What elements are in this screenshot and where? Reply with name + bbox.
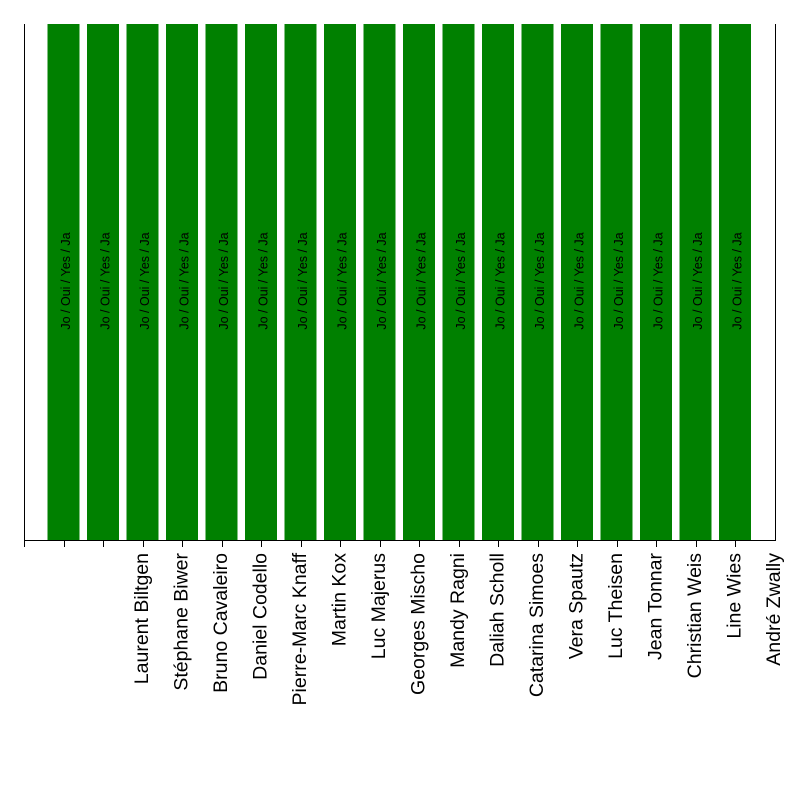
x-tick-label: Luc Majerus xyxy=(368,553,390,659)
bar xyxy=(205,24,238,540)
bar-data-label: Jo / Oui / Yes / Ja xyxy=(98,232,112,329)
bar xyxy=(482,24,514,540)
x-tick-label: Martin Kox xyxy=(329,553,351,646)
x-tick-label: Line Wies xyxy=(724,553,746,639)
bar-data-label: Jo / Oui / Yes / Ja xyxy=(572,232,586,329)
x-tick-labels: Laurent Biltgen Stéphane Biwer Bruno Caval… xyxy=(131,552,785,705)
bar xyxy=(87,24,119,540)
bar-data-label: Jo / Oui / Yes / Ja xyxy=(375,232,389,329)
x-tick-label: Pierre-Marc Knaff xyxy=(289,552,311,705)
bar-data-label: Jo / Oui / Yes / Ja xyxy=(691,232,705,329)
bar-data-label: Jo / Oui / Yes / Ja xyxy=(177,232,191,329)
bar-data-label: Jo / Oui / Yes / Ja xyxy=(256,232,270,329)
x-ticks xyxy=(24,540,736,547)
bar xyxy=(284,24,317,540)
bar xyxy=(47,24,80,540)
bar xyxy=(719,24,751,540)
x-tick-label: Luc Theisen xyxy=(605,553,627,659)
bar xyxy=(442,24,475,540)
bar-data-label: Jo / Oui / Yes / Ja xyxy=(612,232,626,329)
x-tick-label: Daliah Scholl xyxy=(487,553,509,667)
x-tick-label: Vera Spautz xyxy=(566,553,588,659)
x-tick-label: Catarina Simoes xyxy=(526,553,548,697)
bar-data-label: Jo / Oui / Yes / Ja xyxy=(217,232,231,329)
bar xyxy=(126,24,159,540)
bar-data-label: Jo / Oui / Yes / Ja xyxy=(651,232,665,329)
x-tick-label: Laurent Biltgen xyxy=(131,553,153,684)
bar-data-label: Jo / Oui / Yes / Ja xyxy=(59,232,73,329)
x-tick-label: Stéphane Biwer xyxy=(171,552,193,690)
x-tick-label: Bruno Cavaleiro xyxy=(210,553,232,693)
bar-data-labels: Jo / Oui / Yes / Ja Jo / Oui / Yes / Ja Jo… xyxy=(59,232,745,329)
x-tick-label: Daniel Codello xyxy=(250,553,272,680)
bar xyxy=(561,24,593,540)
x-tick-label: Jean Tonnar xyxy=(645,553,667,660)
bar xyxy=(521,24,554,540)
bar-data-label: Jo / Oui / Yes / Ja xyxy=(533,232,547,329)
bar-data-label: Jo / Oui / Yes / Ja xyxy=(296,232,310,329)
x-tick-label: Christian Weis xyxy=(684,553,706,679)
bar xyxy=(403,24,435,540)
bar xyxy=(363,24,396,540)
bar xyxy=(324,24,356,540)
bar-data-label: Jo / Oui / Yes / Ja xyxy=(138,232,152,329)
bar-data-label: Jo / Oui / Yes / Ja xyxy=(454,232,468,329)
bar-data-label: Jo / Oui / Yes / Ja xyxy=(730,232,744,329)
x-tick-label: Mandy Ragni xyxy=(447,553,469,668)
bar xyxy=(640,24,672,540)
x-tick-label: André Zwally xyxy=(763,553,785,666)
bars xyxy=(47,24,751,540)
bar-data-label: Jo / Oui / Yes / Ja xyxy=(414,232,428,329)
bar-data-label: Jo / Oui / Yes / Ja xyxy=(335,232,349,329)
bar xyxy=(600,24,633,540)
bar xyxy=(245,24,277,540)
bar xyxy=(166,24,198,540)
x-tick-label: Georges Mischo xyxy=(408,553,430,695)
bar-data-label: Jo / Oui / Yes / Ja xyxy=(493,232,507,329)
bar xyxy=(679,24,712,540)
